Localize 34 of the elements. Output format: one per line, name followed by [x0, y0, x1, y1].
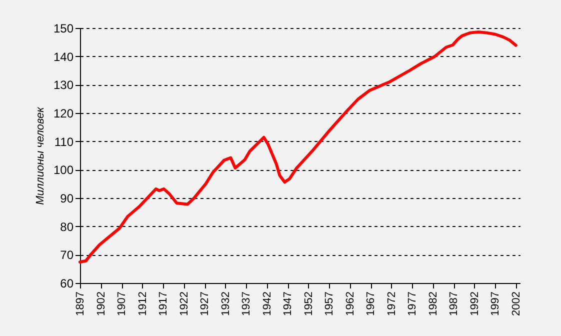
- y-tick-label: 70: [60, 248, 74, 262]
- x-tick-label: 1977: [406, 292, 419, 316]
- x-tick-label: 1922: [178, 292, 190, 316]
- y-tick-label: 150: [53, 22, 74, 36]
- y-tick-label: 60: [60, 276, 74, 290]
- y-tick-label: 140: [53, 50, 74, 64]
- line-series: [78, 30, 518, 264]
- x-tick-label: 1917: [158, 292, 170, 316]
- x-tick-label: 1952: [302, 292, 315, 316]
- x-tick-label: 1902: [95, 292, 108, 316]
- x-tick-label: 1937: [240, 292, 253, 316]
- x-tick-label: 1967: [365, 292, 378, 316]
- x-tick-label: 1942: [261, 292, 274, 316]
- x-tick-label: 1992: [468, 292, 481, 316]
- x-tick-label: 1997: [490, 292, 502, 316]
- x-tick-label: 1907: [116, 292, 128, 316]
- y-tick-label: 90: [60, 192, 74, 206]
- y-tick-label: 120: [53, 106, 74, 120]
- x-tick-label: 1957: [324, 292, 336, 316]
- y-tick-label: 130: [53, 78, 74, 92]
- x-tick-label: 1897: [74, 292, 86, 316]
- x-tick-label: 1972: [386, 292, 398, 316]
- x-tick-label: 1947: [282, 292, 294, 316]
- x-tick-label: 1927: [199, 292, 212, 316]
- y-tick-label: 110: [54, 134, 74, 149]
- x-tick-label: 1962: [344, 292, 356, 316]
- y-tick-label: 80: [60, 220, 74, 234]
- y-tick-label: 100: [53, 163, 74, 178]
- x-tick-label: 1987: [448, 292, 460, 316]
- y-axis-title: Миллионы человек: [34, 106, 46, 205]
- x-tick-label: 2002: [510, 292, 522, 316]
- x-tick-label: 1982: [427, 292, 440, 316]
- x-tick-label: 1932: [220, 292, 232, 316]
- x-tick-label: 1912: [136, 292, 149, 316]
